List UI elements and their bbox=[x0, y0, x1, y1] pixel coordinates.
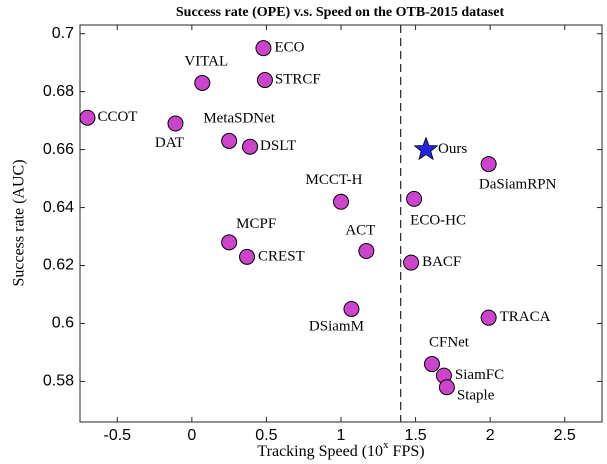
x-axis-label-part: Tracking Speed (10 bbox=[257, 443, 383, 460]
point bbox=[221, 132, 238, 149]
x-tick-label: -0.5 bbox=[103, 427, 131, 444]
point-star bbox=[413, 136, 439, 161]
point-label: CCOT bbox=[97, 109, 137, 125]
point bbox=[358, 243, 375, 260]
point-label: MCCT-H bbox=[306, 172, 363, 188]
point bbox=[79, 109, 96, 126]
point-label: BACF bbox=[422, 254, 461, 270]
x-tick-label: 2.5 bbox=[554, 427, 576, 444]
point-label: Staple bbox=[457, 388, 495, 404]
y-tick-label: 0.68 bbox=[43, 83, 74, 100]
point-label: VITAL bbox=[184, 53, 228, 69]
point-label: DSiamM bbox=[309, 318, 364, 334]
y-tick-label: 0.64 bbox=[43, 199, 74, 216]
point-label: CFNet bbox=[429, 334, 470, 350]
point-label: SiamFC bbox=[455, 367, 504, 383]
x-tick-label: 0.5 bbox=[255, 427, 277, 444]
point-label: MCPF bbox=[236, 216, 276, 232]
x-axis-label-part: FPS) bbox=[389, 443, 425, 460]
point-label: ACT bbox=[345, 222, 375, 238]
point bbox=[480, 156, 497, 173]
point-label: CREST bbox=[258, 248, 305, 264]
point bbox=[423, 356, 440, 373]
point-label: ECO bbox=[274, 40, 304, 56]
point-label: MetaSDNet bbox=[203, 110, 275, 126]
point-label: STRCF bbox=[275, 71, 321, 87]
point-label: DAT bbox=[155, 135, 184, 151]
point bbox=[343, 300, 360, 317]
y-tick-label: 0.66 bbox=[43, 141, 74, 158]
point bbox=[167, 115, 184, 132]
x-tick-label: 1.5 bbox=[404, 427, 426, 444]
point-label: Ours bbox=[438, 141, 467, 157]
point-label: DaSiamRPN bbox=[479, 177, 557, 193]
point bbox=[239, 248, 256, 265]
point-label: DSLT bbox=[260, 138, 296, 154]
x-axis-label: Tracking Speed (10x FPS) bbox=[257, 439, 424, 460]
x-tick-label: 0 bbox=[187, 427, 196, 444]
point bbox=[333, 193, 349, 210]
plot-frame bbox=[79, 24, 603, 423]
y-tick-label: 0.58 bbox=[43, 373, 74, 390]
point-label: ECO-HC bbox=[410, 212, 466, 228]
point bbox=[256, 72, 273, 89]
y-tick-label: 0.62 bbox=[43, 257, 74, 274]
x-tick-label: 1 bbox=[337, 427, 346, 444]
point bbox=[221, 234, 238, 251]
x-axis-label-sup: x bbox=[383, 439, 389, 451]
point bbox=[406, 190, 423, 207]
point bbox=[438, 379, 455, 396]
point bbox=[403, 254, 420, 271]
point bbox=[480, 309, 497, 326]
chart-title: Success rate (OPE) v.s. Speed on the OTB… bbox=[176, 5, 505, 20]
y-tick-label: 0.7 bbox=[52, 25, 74, 42]
y-tick-label: 0.6 bbox=[52, 315, 74, 332]
y-axis-label: Success rate (AUC) bbox=[11, 159, 28, 286]
x-tick-label: 2 bbox=[486, 427, 495, 444]
point bbox=[194, 74, 211, 91]
point bbox=[255, 40, 272, 57]
point-label: TRACA bbox=[500, 309, 551, 325]
point bbox=[242, 138, 259, 155]
